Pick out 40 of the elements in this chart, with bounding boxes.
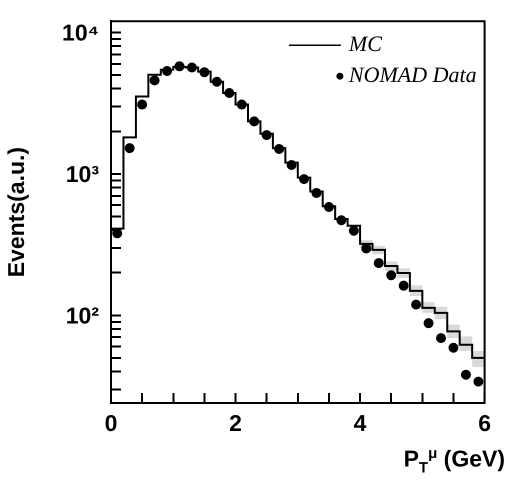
- y-tick-label: 10²: [66, 302, 100, 328]
- legend-label: MC: [348, 30, 382, 56]
- point: [324, 202, 334, 212]
- point: [124, 143, 135, 154]
- point: [424, 318, 434, 328]
- point: [150, 75, 160, 86]
- point: [448, 342, 458, 353]
- point: [374, 258, 384, 268]
- point: [473, 376, 484, 387]
- point: [348, 226, 359, 236]
- point: [186, 62, 197, 72]
- x-tick-label: 2: [229, 410, 242, 436]
- point: [336, 215, 346, 226]
- point: [224, 88, 234, 98]
- x-tick-label: 0: [104, 410, 118, 436]
- point: [274, 144, 284, 154]
- y-axis-title: Events(a.u.): [3, 146, 30, 278]
- point: [162, 66, 172, 76]
- point: [299, 174, 310, 184]
- point: [460, 370, 471, 380]
- point: [311, 188, 322, 198]
- point: [249, 116, 260, 126]
- legend-label: NOMAD Data: [348, 62, 477, 87]
- point: [199, 67, 210, 78]
- point: [212, 76, 222, 87]
- point: [398, 280, 409, 291]
- point: [137, 100, 148, 110]
- point: [236, 100, 247, 110]
- x-axis-title: P$_{T}$$^{μ}$ (GeV): [404, 444, 505, 476]
- y-tick-label: 10³: [66, 160, 100, 187]
- y-tick-label: 10⁴: [62, 19, 99, 46]
- point: [436, 333, 446, 344]
- x-tick-label: 6: [478, 410, 492, 436]
- point: [262, 130, 272, 140]
- point: [174, 61, 184, 72]
- point: [386, 270, 396, 280]
- x-tick-label: 4: [354, 410, 367, 436]
- point: [361, 243, 372, 254]
- point: [411, 300, 422, 310]
- point: [286, 160, 297, 170]
